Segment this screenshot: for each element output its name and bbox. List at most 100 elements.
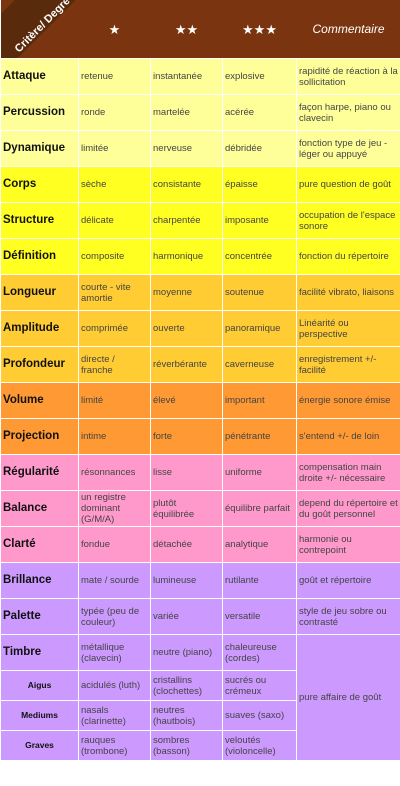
row-label: Profondeur: [0, 346, 79, 383]
cell-three: important: [222, 382, 297, 419]
cell-two: neutre (piano): [150, 634, 223, 671]
cell-comment: fonction du répertoire: [296, 238, 400, 275]
header-comment: Commentaire: [296, 0, 400, 59]
table-row: Attaque retenue instantanée explosive rapidi…: [0, 58, 400, 95]
header-three: ★★★: [222, 0, 297, 59]
table-row: Clarté fondue détachée analytique harmonie o…: [0, 526, 400, 563]
cell-three: soutenue: [222, 274, 297, 311]
row-label: Définition: [0, 238, 79, 275]
row-label: Clarté: [0, 526, 79, 563]
cell-one: limitée: [78, 130, 151, 167]
cell-comment: énergie sonore émise: [296, 382, 400, 419]
cell-one: limité: [78, 382, 151, 419]
table-row: Aigus acidulés (luth) cristallins (clochet…: [0, 670, 400, 701]
cell-comment: pure question de goût: [296, 166, 400, 203]
cell-three: uniforme: [222, 454, 297, 491]
cell-three: chaleureuse (cordes): [222, 634, 297, 671]
row-label: Graves: [0, 730, 79, 761]
row-label: Longueur: [0, 274, 79, 311]
cell-comment: Linéarité ou perspective: [296, 310, 400, 347]
cell-one: résonnances: [78, 454, 151, 491]
table-row: Projection intime forte pénétrante s'entend …: [0, 418, 400, 455]
cell-three: panoramique: [222, 310, 297, 347]
table-row: Palette typée (peu de couleur) variée versa…: [0, 598, 400, 635]
cell-two: variée: [150, 598, 223, 635]
cell-three: versatile: [222, 598, 297, 635]
cell-one: mate / sourde: [78, 562, 151, 599]
cell-comment: style de jeu sobre ou contrasté: [296, 598, 400, 635]
cell-one: nasals (clarinette): [78, 700, 151, 731]
row-label: Structure: [0, 202, 79, 239]
table-row: Définition composite harmonique concentrée f…: [0, 238, 400, 275]
cell-three: rutilante: [222, 562, 297, 599]
cell-three: équilibre parfait: [222, 490, 297, 527]
row-label: Balance: [0, 490, 79, 527]
cell-one: retenue: [78, 58, 151, 95]
row-label: Dynamique: [0, 130, 79, 167]
table-row: Amplitude comprimée ouverte panoramique Liné…: [0, 310, 400, 347]
cell-one: sèche: [78, 166, 151, 203]
table-body: Attaque retenue instantanée explosive rapidi…: [0, 58, 400, 761]
cell-two: élevé: [150, 382, 223, 419]
cell-one: courte - vite amortie: [78, 274, 151, 311]
row-label: Aigus: [0, 670, 79, 701]
cell-comment: enregistrement +/- facilité: [296, 346, 400, 383]
table-row: Brillance mate / sourde lumineuse rutilante…: [0, 562, 400, 599]
cell-one: typée (peu de couleur): [78, 598, 151, 635]
cell-two: ouverte: [150, 310, 223, 347]
cell-three: veloutés (violoncelle): [222, 730, 297, 761]
table-row: Mediums nasals (clarinette) neutres (hautb…: [0, 700, 400, 731]
cell-three: imposante: [222, 202, 297, 239]
header-row: Critère/ Degré ★ ★★ ★★★ Commentaire: [0, 0, 400, 59]
cell-three: explosive: [222, 58, 297, 95]
cell-three: épaisse: [222, 166, 297, 203]
cell-comment: depend du répertoire et du goût personne…: [296, 490, 400, 527]
cell-one: métallique (clavecin): [78, 634, 151, 671]
cell-one: directe / franche: [78, 346, 151, 383]
cell-three: suaves (saxo): [222, 700, 297, 731]
cell-two: consistante: [150, 166, 223, 203]
cell-one: délicate: [78, 202, 151, 239]
cell-comment: pure affaire de goût: [296, 634, 400, 761]
row-label: Attaque: [0, 58, 79, 95]
table-row: Timbre métallique (clavecin) neutre (piano…: [0, 634, 400, 761]
table-row: Longueur courte - vite amortie moyenne sout…: [0, 274, 400, 311]
table-row: Dynamique limitée nerveuse débridée fonction…: [0, 130, 400, 167]
cell-one: composite: [78, 238, 151, 275]
cell-comment: façon harpe, piano ou clavecin: [296, 94, 400, 131]
cell-two: détachée: [150, 526, 223, 563]
cell-two: charpentée: [150, 202, 223, 239]
row-label: Volume: [0, 382, 79, 419]
cell-three: concentrée: [222, 238, 297, 275]
cell-one: un registre dominant (G/M/A): [78, 490, 151, 527]
cell-one: intime: [78, 418, 151, 455]
cell-three: débridée: [222, 130, 297, 167]
cell-comment: fonction type de jeu - léger ou appuyé: [296, 130, 400, 167]
cell-two: harmonique: [150, 238, 223, 275]
cell-two: lisse: [150, 454, 223, 491]
cell-comment: goût et répertoire: [296, 562, 400, 599]
cell-comment: rapidité de réaction à la sollicitation: [296, 58, 400, 95]
row-label: Régularité: [0, 454, 79, 491]
table-row: Profondeur directe / franche réverbérante c…: [0, 346, 400, 383]
cell-comment: compensation main droite +/- nécessaire: [296, 454, 400, 491]
row-label: Timbre: [0, 634, 79, 671]
cell-two: nerveuse: [150, 130, 223, 167]
row-label: Palette: [0, 598, 79, 635]
row-label: Percussion: [0, 94, 79, 131]
cell-two: instantanée: [150, 58, 223, 95]
row-label: Corps: [0, 166, 79, 203]
cell-two: forte: [150, 418, 223, 455]
cell-one: ronde: [78, 94, 151, 131]
header-one: ★: [78, 0, 151, 59]
cell-comment: harmonie ou contrepoint: [296, 526, 400, 563]
table-row: Balance un registre dominant (G/M/A) plutô…: [0, 490, 400, 527]
cell-comment: facilité vibrato, liaisons: [296, 274, 400, 311]
cell-two: sombres (basson): [150, 730, 223, 761]
corner-label: Critère/ Degré: [12, 0, 73, 56]
cell-two: cristallins (clochettes): [150, 670, 223, 701]
cell-three: analytique: [222, 526, 297, 563]
cell-comment: occupation de l'espace sonore: [296, 202, 400, 239]
cell-three: sucrés ou crémeux: [222, 670, 297, 701]
